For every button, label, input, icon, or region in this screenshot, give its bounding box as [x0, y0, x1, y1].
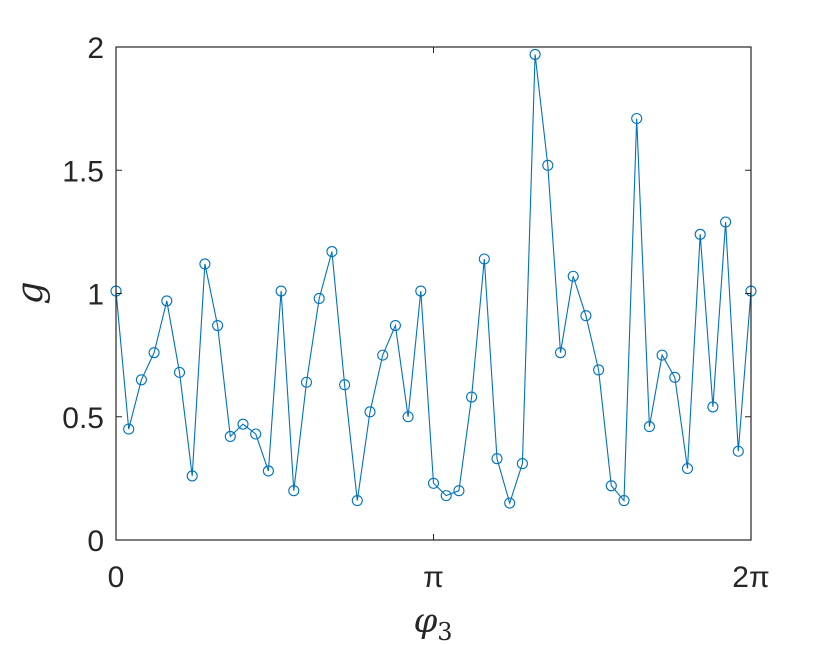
x-tick-label: π: [423, 561, 444, 594]
x-axis-label: φ3: [413, 601, 452, 645]
data-point: [504, 497, 516, 509]
data-point: [478, 253, 490, 265]
x-tick-label: 0: [108, 561, 125, 594]
data-point: [250, 428, 262, 440]
data-point: [262, 465, 274, 477]
data-point: [288, 485, 300, 497]
y-axis-label: g: [10, 281, 51, 304]
data-point: [148, 347, 160, 359]
data-point: [212, 319, 224, 332]
data-point: [466, 391, 478, 403]
data-point: [643, 421, 655, 433]
data-point: [605, 480, 617, 492]
data-point: [656, 349, 668, 361]
data-point: [123, 423, 135, 435]
data-point: [186, 470, 198, 482]
data-point: [173, 366, 186, 378]
tick-layer: 0 π 2π 0 0.5 1 1.5 2: [62, 32, 769, 594]
data-point: [440, 490, 452, 502]
data-point: [593, 364, 605, 376]
y-tick-label: 0: [87, 525, 104, 558]
data-point: [720, 216, 732, 228]
data-point: [529, 48, 541, 60]
x-axis-label-subscript: 3: [437, 618, 452, 645]
data-point: [694, 228, 706, 240]
data-point: [161, 295, 173, 307]
data-point: [427, 477, 440, 489]
data-point: [631, 112, 643, 125]
data-point: [389, 319, 401, 332]
data-point: [199, 258, 211, 270]
data-point: [516, 458, 528, 470]
data-point: [618, 495, 630, 507]
data-point: [542, 159, 554, 171]
data-point: [275, 285, 287, 297]
data-point: [491, 453, 503, 465]
data-point: [402, 411, 414, 423]
axes-background: [116, 47, 751, 540]
data-point: [326, 246, 338, 258]
data-point: [313, 292, 325, 304]
x-tick-label: 2π: [732, 561, 769, 594]
data-point: [554, 347, 567, 359]
data-point: [135, 374, 147, 386]
data-point: [669, 371, 681, 383]
data-point: [567, 270, 579, 282]
series-line: [115, 54, 752, 505]
data-point: [453, 485, 465, 497]
data-point: [237, 418, 249, 430]
data-point: [415, 285, 427, 297]
data-point: [351, 495, 363, 507]
data-point: [732, 445, 744, 457]
data-point: [377, 349, 389, 361]
y-tick-label: 1: [87, 279, 104, 312]
data-point: [681, 462, 694, 475]
data-point: [224, 430, 236, 443]
y-tick-label: 2: [87, 32, 104, 65]
y-tick-label: 0.5: [62, 402, 104, 435]
y-tick-label: 1.5: [62, 155, 104, 188]
data-point: [300, 376, 313, 388]
x-axis-label-symbol: φ: [413, 601, 437, 641]
data-point: [580, 310, 592, 322]
data-point: [707, 401, 719, 413]
data-point: [364, 406, 376, 418]
data-point: [339, 379, 351, 391]
